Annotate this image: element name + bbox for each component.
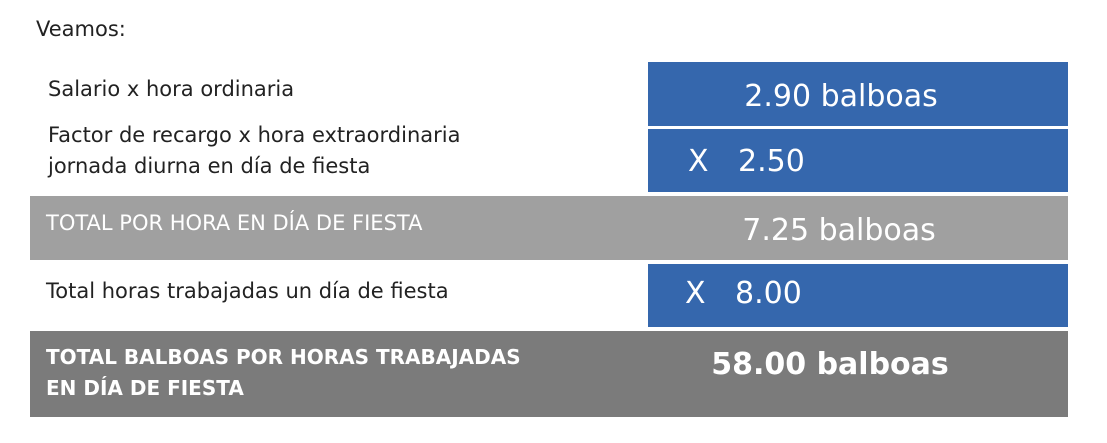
row-label: TOTAL POR HORA EN DÍA DE FIESTA [46,211,423,235]
row-label: EN DÍA DE FIESTA [46,376,244,400]
grand-total-row [30,331,1068,417]
row-label: jornada diurna en día de fiesta [48,154,371,178]
row-value: 8.00 [735,276,802,311]
row-value: 2.50 [738,144,805,179]
row-label: Salario x hora ordinaria [48,77,295,101]
row-value: 58.00 balboas [711,347,949,382]
value-box [648,62,1068,126]
value-box [648,264,1068,327]
intro: Veamos: [36,17,126,41]
total-row [30,196,1068,260]
row-label: TOTAL BALBOAS POR HORAS TRABAJADAS [46,345,521,369]
operator: X [688,144,709,179]
row-label: Factor de recargo x hora extraordinaria [48,123,461,147]
operator: X [685,276,706,311]
row-value: 2.90 balboas [744,79,938,114]
value-box [648,129,1068,192]
row-label: Total horas trabajadas un día de fiesta [46,279,449,303]
row-value: 7.25 balboas [742,213,936,248]
